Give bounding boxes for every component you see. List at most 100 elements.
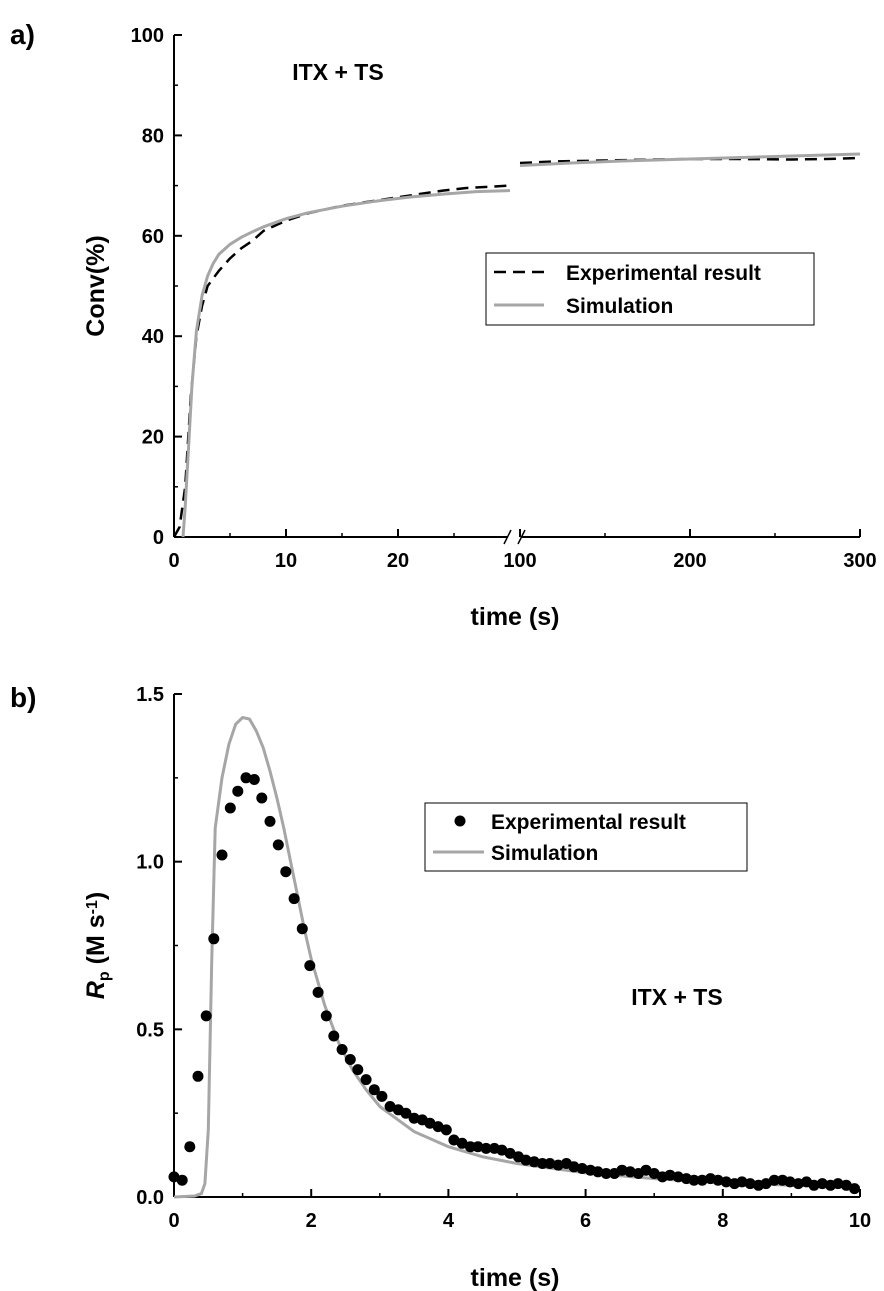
data-point-b: [664, 1169, 676, 1181]
data-point-b: [200, 1010, 212, 1022]
data-point-b: [616, 1164, 628, 1176]
panel-label-b: b): [10, 682, 36, 713]
data-point-b: [552, 1159, 564, 1171]
data-point-b: [816, 1178, 828, 1190]
legend-label-a: Experimental result: [566, 262, 761, 285]
data-point-b: [376, 1090, 388, 1102]
data-point-b: [176, 1174, 188, 1186]
y-tick-label-a: 80: [142, 125, 164, 147]
legend-box-b: [424, 802, 748, 872]
data-point-b: [312, 986, 324, 998]
x-tick-label-a: 200: [673, 550, 706, 572]
data-point-b: [736, 1176, 748, 1188]
data-point-b: [480, 1142, 492, 1154]
data-point-b: [296, 923, 308, 935]
x-axis-title-a: time (s): [471, 603, 560, 631]
data-point-b: [400, 1107, 412, 1119]
data-point-b: [744, 1178, 756, 1190]
data-point-b: [696, 1174, 708, 1186]
data-point-b: [256, 792, 268, 804]
data-point-b: [184, 1141, 196, 1153]
data-point-b: [408, 1112, 420, 1124]
y-tick-label-b: 0.5: [136, 1019, 164, 1041]
series-line-a-0: [172, 184, 511, 538]
data-point-b: [336, 1044, 348, 1055]
data-point-b: [320, 1010, 332, 1022]
series-line-a-0: [519, 156, 861, 165]
y-axis-title-sub-b: p: [96, 971, 113, 981]
data-point-b: [849, 1183, 860, 1195]
chart-a-conversion: a) 0 20 40 60 80 100 0 10 20 100 200 300 time (s) Conv…: [10, 19, 877, 631]
data-point-b: [768, 1174, 780, 1186]
data-point-b: [360, 1074, 372, 1086]
legend-label-a: Simulation: [566, 295, 673, 318]
y-tick-label-a: 100: [131, 25, 164, 47]
data-point-b: [456, 1137, 468, 1149]
x-tick-label-b: 4: [443, 1210, 455, 1232]
y-axis-title-sup-b: -1: [84, 900, 101, 914]
data-point-b: [528, 1156, 540, 1168]
y-axis-title-close-b: ): [82, 892, 110, 900]
annotation-b: ITX + TS: [631, 984, 722, 1010]
legend-a: Experimental result Simulation: [485, 252, 815, 326]
legend-box-a: [485, 252, 815, 326]
data-point-b: [224, 802, 236, 814]
y-tick-label-b: 1.5: [136, 684, 164, 706]
data-point-b: [232, 785, 244, 797]
series-line-b-simulation: [173, 715, 861, 1199]
panel-label-a: a): [10, 19, 35, 50]
data-point-b: [272, 839, 284, 851]
x-tick-label-b: 0: [168, 1210, 179, 1232]
legend-swatch-b: [454, 815, 466, 827]
data-point-b: [592, 1166, 604, 1178]
data-point-b: [576, 1163, 588, 1174]
data-point-b: [288, 893, 300, 905]
data-point-b: [792, 1178, 804, 1190]
data-point-b: [208, 933, 220, 945]
data-point-b: [280, 866, 292, 878]
x-tick-label-b: 10: [849, 1210, 871, 1232]
data-point-b: [832, 1178, 844, 1190]
y-axis-title-a: Conv(%): [82, 235, 110, 336]
data-point-b: [504, 1147, 516, 1159]
axis-break-mark-a: [517, 529, 526, 545]
data-point-b: [720, 1176, 732, 1188]
data-point-b: [672, 1171, 684, 1183]
axis-break-mark-a: [503, 529, 512, 545]
data-point-b: [520, 1154, 532, 1166]
x-tick-label-b: 8: [717, 1210, 728, 1232]
data-point-b: [368, 1084, 380, 1096]
y-tick-label-a: 0: [153, 527, 164, 549]
data-point-b: [472, 1141, 484, 1153]
chart-b-rate: b) 0.0 0.5 1.0 1.5 0 2 4 6 8 10 time (s) Rp (M s-1) I…: [10, 682, 871, 1291]
data-point-b: [352, 1064, 364, 1076]
series-line-a-1: [519, 152, 861, 167]
x-tick-label-a: 100: [503, 550, 536, 572]
x-axis-title-b: time (s): [471, 1264, 560, 1291]
series-line-a-1: [181, 189, 511, 538]
legend-label-b: Simulation: [491, 842, 598, 865]
x-tick-label-a: 300: [843, 550, 876, 572]
data-point-b: [240, 772, 252, 784]
data-point-b: [192, 1070, 204, 1082]
y-tick-label-b: 0.0: [136, 1187, 164, 1209]
y-tick-label-b: 1.0: [136, 852, 164, 874]
data-point-b: [544, 1158, 556, 1169]
x-tick-label-a: 20: [387, 550, 409, 572]
x-tick-label-a: 10: [275, 550, 297, 572]
data-point-b: [712, 1174, 724, 1186]
y-tick-label-a: 40: [142, 326, 164, 348]
y-axis-title-units-b: (M s: [82, 914, 110, 971]
data-point-b: [688, 1174, 700, 1186]
y-axis-title-b: Rp (M s-1): [82, 892, 113, 999]
data-point-b: [248, 774, 260, 785]
legend-label-b: Experimental result: [491, 811, 686, 834]
data-point-b: [808, 1179, 820, 1191]
data-point-b: [328, 1030, 340, 1042]
legend-b: Experimental result Simulation: [424, 802, 748, 872]
y-axis-title-main-b: R: [82, 981, 110, 999]
data-point-b: [568, 1161, 580, 1173]
data-point-b: [304, 960, 316, 972]
data-point-b: [344, 1054, 356, 1065]
